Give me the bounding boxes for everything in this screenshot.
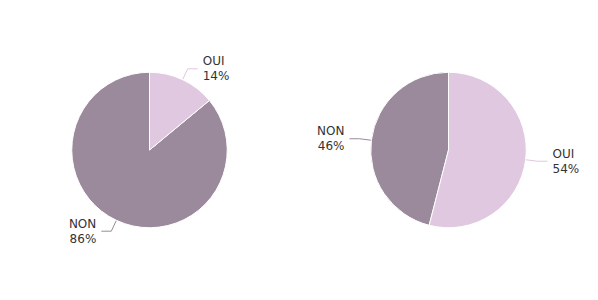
- svg-text:86%: 86%: [70, 232, 97, 246]
- svg-text:OUI: OUI: [553, 147, 575, 161]
- svg-text:46%: 46%: [318, 139, 345, 153]
- svg-text:54%: 54%: [553, 162, 580, 176]
- svg-text:NON: NON: [69, 217, 96, 231]
- svg-text:OUI: OUI: [203, 54, 225, 68]
- svg-text:14%: 14%: [203, 69, 230, 83]
- svg-text:NON: NON: [317, 124, 344, 138]
